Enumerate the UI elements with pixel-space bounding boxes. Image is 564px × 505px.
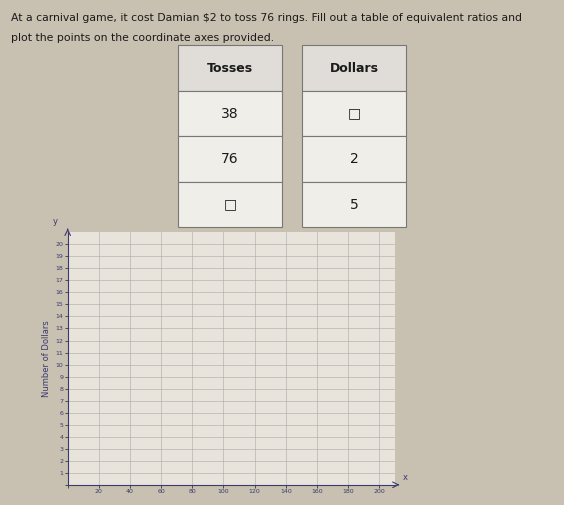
Text: 38: 38 [221,107,239,121]
Y-axis label: Number of Dollars: Number of Dollars [42,320,51,397]
Text: Dollars: Dollars [329,62,378,75]
Text: plot the points on the coordinate axes provided.: plot the points on the coordinate axes p… [11,33,275,43]
FancyBboxPatch shape [178,91,282,136]
FancyBboxPatch shape [178,136,282,182]
FancyBboxPatch shape [302,136,406,182]
Text: Tosses: Tosses [207,62,253,75]
Text: x: x [403,473,408,482]
FancyBboxPatch shape [178,182,282,227]
FancyBboxPatch shape [302,182,406,227]
Text: 76: 76 [221,152,239,166]
Text: 5: 5 [350,197,358,212]
FancyBboxPatch shape [178,45,282,91]
Text: □: □ [223,197,236,212]
FancyBboxPatch shape [302,91,406,136]
Text: □: □ [347,107,360,121]
FancyBboxPatch shape [302,45,406,91]
Text: 2: 2 [350,152,358,166]
Text: y: y [52,217,58,226]
Text: At a carnival game, it cost Damian $2 to toss 76 rings. Fill out a table of equi: At a carnival game, it cost Damian $2 to… [11,13,522,23]
